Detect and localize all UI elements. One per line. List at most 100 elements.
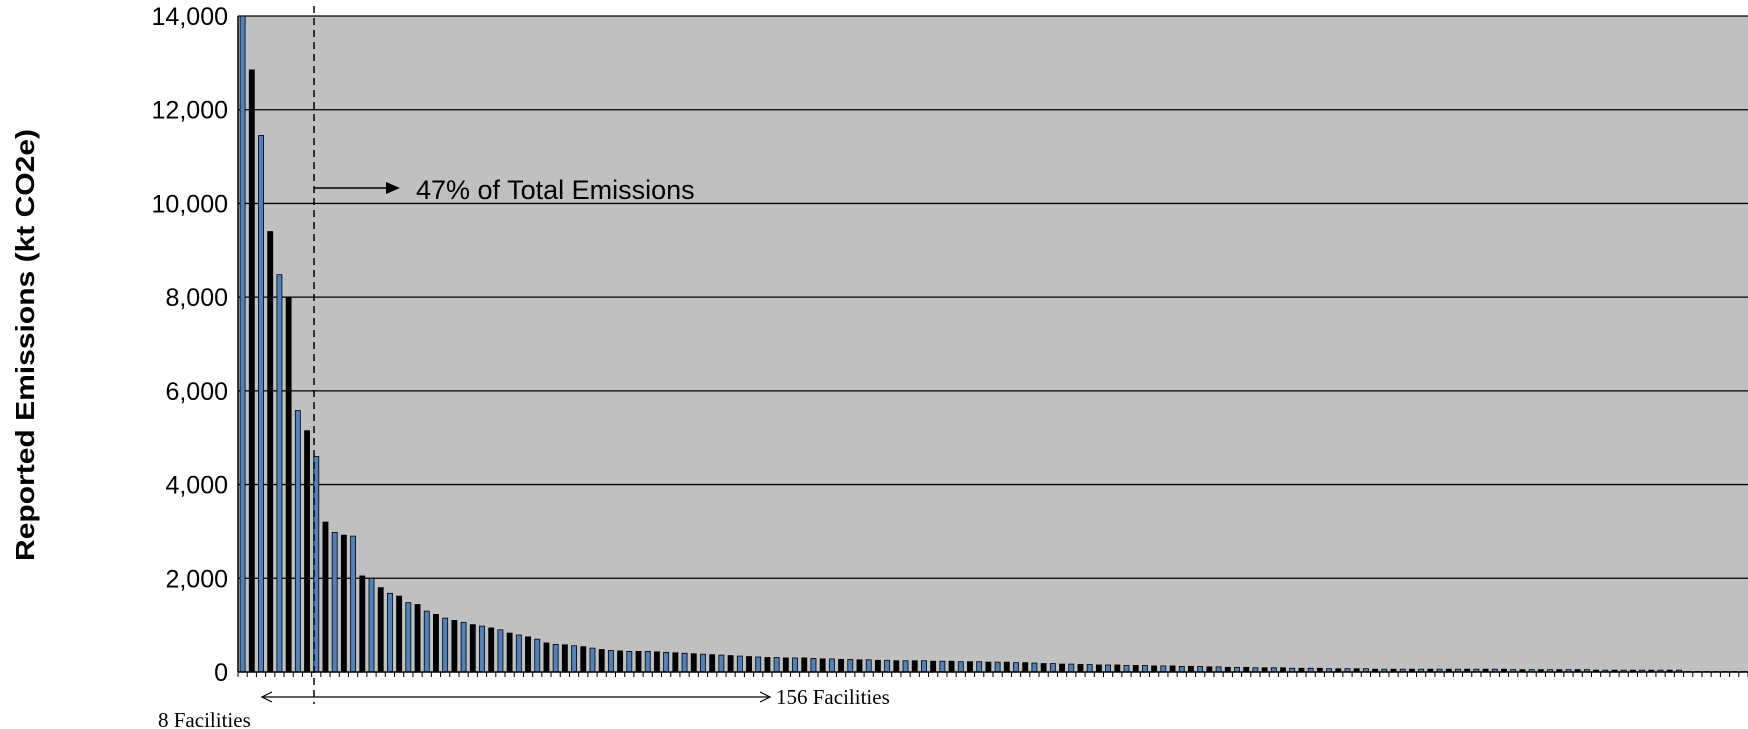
bar xyxy=(746,656,752,673)
bar xyxy=(884,659,891,673)
bar xyxy=(967,661,973,673)
bar xyxy=(828,658,835,673)
bar xyxy=(433,613,439,673)
bar xyxy=(654,651,660,673)
y-tick-label: 0 xyxy=(214,659,228,687)
bar xyxy=(331,531,338,673)
bar xyxy=(534,638,541,673)
left-group-label: 8 Facilities xyxy=(158,708,251,729)
bar xyxy=(626,650,633,673)
bar xyxy=(810,658,817,673)
y-tick-label: 8,000 xyxy=(165,284,228,312)
bar xyxy=(1022,662,1029,673)
bar xyxy=(1215,666,1222,673)
bar xyxy=(607,650,614,673)
bar xyxy=(700,653,706,673)
bar xyxy=(1132,665,1139,673)
bar xyxy=(801,657,808,673)
bar xyxy=(1077,664,1084,673)
bar xyxy=(267,231,274,673)
bar xyxy=(515,634,522,673)
right-group-arrow-head xyxy=(759,691,772,703)
y-tick-label: 2,000 xyxy=(165,565,228,593)
bar xyxy=(939,660,946,673)
bar xyxy=(460,621,467,673)
bar xyxy=(1049,663,1056,673)
bar xyxy=(451,620,458,673)
bar xyxy=(672,652,679,673)
x-axis-ticks xyxy=(237,672,1748,677)
bar xyxy=(414,604,421,673)
left-group-arrow-head xyxy=(260,691,273,703)
bar xyxy=(377,587,384,673)
plot-background xyxy=(238,16,1748,672)
bar xyxy=(294,410,301,673)
bar xyxy=(1003,661,1010,673)
y-tick-label: 12,000 xyxy=(152,97,228,125)
bar xyxy=(506,632,513,673)
share-annotation: 47% of Total Emissions xyxy=(416,175,695,205)
bar xyxy=(1059,663,1065,673)
bar xyxy=(1123,665,1130,673)
bar xyxy=(1141,665,1148,673)
bar xyxy=(340,534,347,673)
bar xyxy=(1095,664,1102,673)
bar xyxy=(525,636,531,673)
bar xyxy=(1068,663,1075,673)
bar xyxy=(773,657,780,673)
right-group-label: 156 Facilities xyxy=(776,685,890,709)
bar xyxy=(847,658,854,673)
bar xyxy=(985,661,992,673)
bar xyxy=(930,660,937,673)
bar xyxy=(874,659,881,673)
bar xyxy=(838,658,845,673)
bar xyxy=(663,651,670,673)
bar xyxy=(727,655,734,673)
gridlines xyxy=(238,15,1748,579)
bar xyxy=(368,577,375,673)
share-arrow-head xyxy=(386,182,400,194)
bar xyxy=(322,521,329,673)
bar xyxy=(1105,664,1112,673)
bar xyxy=(736,655,743,673)
bar xyxy=(976,661,983,673)
bar xyxy=(359,575,366,673)
bar xyxy=(396,595,403,673)
bar xyxy=(285,296,292,673)
bar xyxy=(1206,666,1213,673)
bar xyxy=(948,660,955,673)
bar xyxy=(764,657,771,673)
y-tick-label: 14,000 xyxy=(152,3,228,31)
bar xyxy=(571,645,577,673)
bar xyxy=(543,642,550,673)
bar xyxy=(405,602,412,673)
bar xyxy=(497,629,504,673)
bar xyxy=(561,644,568,673)
bar xyxy=(902,660,909,673)
bar xyxy=(921,660,927,673)
bar xyxy=(1188,665,1194,673)
bar xyxy=(488,627,495,673)
bar xyxy=(681,652,688,673)
bar xyxy=(893,660,900,673)
bar xyxy=(1031,662,1038,673)
bar xyxy=(1160,665,1167,673)
bar xyxy=(469,624,476,673)
bar xyxy=(423,610,430,673)
bar xyxy=(782,657,789,673)
bar xyxy=(552,643,559,673)
bar xyxy=(258,135,264,673)
bar xyxy=(276,274,283,673)
bar xyxy=(755,656,762,673)
bar xyxy=(644,650,651,673)
bar xyxy=(442,617,449,673)
bar xyxy=(819,658,826,673)
bar xyxy=(1013,662,1019,673)
bar xyxy=(386,592,393,673)
bar xyxy=(635,650,642,673)
bar xyxy=(248,69,255,673)
y-axis-tick-labels: 0 2,000 4,000 6,000 8,000 10,000 12,000 14,000 xyxy=(152,3,228,687)
y-axis-label: Reported Emissions (kt CO2e) xyxy=(10,129,40,561)
bar xyxy=(718,654,725,673)
